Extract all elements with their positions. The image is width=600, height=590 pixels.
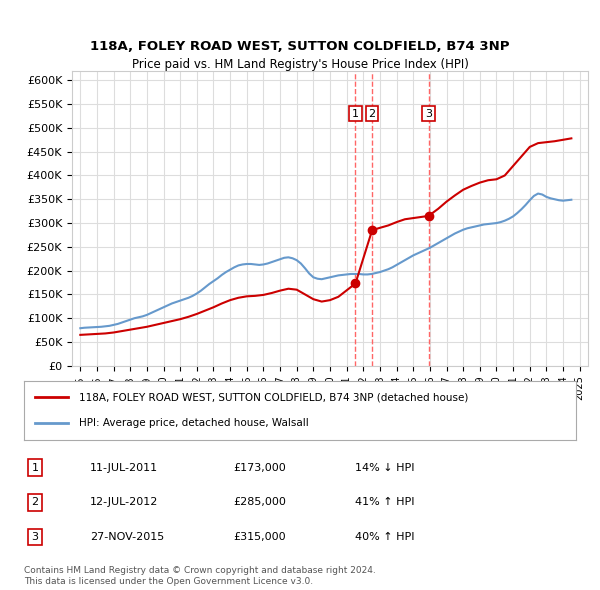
Text: This data is licensed under the Open Government Licence v3.0.: This data is licensed under the Open Gov… [24, 577, 313, 586]
Text: 40% ↑ HPI: 40% ↑ HPI [355, 532, 415, 542]
Text: 2: 2 [368, 109, 376, 119]
Text: 3: 3 [32, 532, 38, 542]
Text: 41% ↑ HPI: 41% ↑ HPI [355, 497, 415, 507]
Text: 11-JUL-2011: 11-JUL-2011 [90, 463, 158, 473]
Text: 1: 1 [352, 109, 359, 119]
Text: 12-JUL-2012: 12-JUL-2012 [90, 497, 158, 507]
Text: 3: 3 [425, 109, 432, 119]
Text: 118A, FOLEY ROAD WEST, SUTTON COLDFIELD, B74 3NP (detached house): 118A, FOLEY ROAD WEST, SUTTON COLDFIELD,… [79, 392, 469, 402]
Text: 27-NOV-2015: 27-NOV-2015 [90, 532, 164, 542]
Text: 2: 2 [31, 497, 38, 507]
Text: £315,000: £315,000 [234, 532, 286, 542]
Text: £173,000: £173,000 [234, 463, 287, 473]
Text: 118A, FOLEY ROAD WEST, SUTTON COLDFIELD, B74 3NP: 118A, FOLEY ROAD WEST, SUTTON COLDFIELD,… [90, 40, 510, 53]
Text: Price paid vs. HM Land Registry's House Price Index (HPI): Price paid vs. HM Land Registry's House … [131, 58, 469, 71]
Text: £285,000: £285,000 [234, 497, 287, 507]
Text: Contains HM Land Registry data © Crown copyright and database right 2024.: Contains HM Land Registry data © Crown c… [24, 566, 376, 575]
Text: 14% ↓ HPI: 14% ↓ HPI [355, 463, 415, 473]
Text: 1: 1 [32, 463, 38, 473]
Text: HPI: Average price, detached house, Walsall: HPI: Average price, detached house, Wals… [79, 418, 309, 428]
